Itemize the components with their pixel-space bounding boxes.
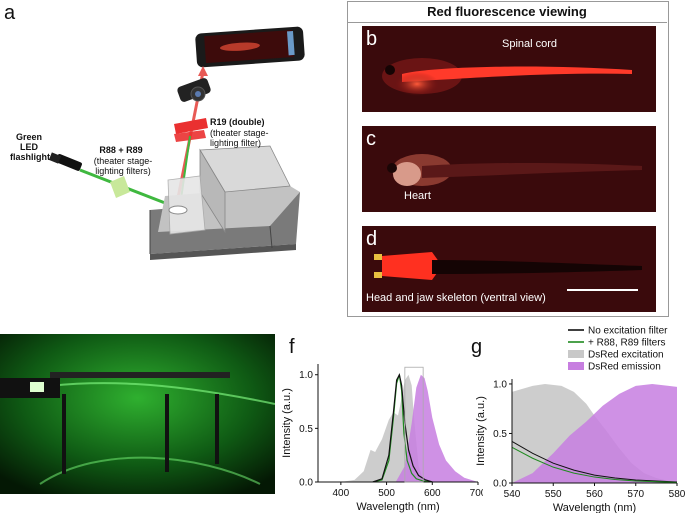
- y-tick-label: 1.0: [299, 370, 313, 381]
- y-axis-label: Intensity (a.u.): [475, 396, 487, 466]
- series-line-4: [512, 446, 677, 483]
- x-tick-label: 550: [545, 489, 562, 500]
- legend-label: No excitation filter: [588, 326, 668, 337]
- fish-image-b: b Spinal cord: [362, 26, 656, 112]
- x-tick-label: 500: [378, 488, 395, 499]
- y-tick-label: 0.5: [299, 424, 313, 435]
- fish-image-c: c Heart: [362, 126, 656, 212]
- x-tick-label: 600: [424, 488, 441, 499]
- smartphone-icon: [195, 26, 305, 68]
- excitation-beam: [79, 168, 179, 210]
- flashlight-icon: [48, 152, 82, 171]
- legend-swatch: [568, 350, 584, 358]
- x-tick-label: 400: [333, 488, 350, 499]
- panel-letter-d: d: [366, 228, 378, 250]
- filter2-desc: (theater stage-lighting filter): [210, 128, 269, 148]
- x-axis-label: Wavelength (nm): [356, 501, 439, 513]
- series-line-4: [372, 372, 433, 482]
- y-tick-label: 1.0: [493, 379, 507, 390]
- setup-schematic: [48, 26, 305, 260]
- x-tick-label: 700: [470, 488, 483, 499]
- legend-label: DsRed emission: [588, 362, 661, 373]
- caption-head-jaw: Head and jaw skeleton (ventral view): [366, 292, 546, 304]
- y-tick-label: 0.0: [299, 478, 313, 489]
- chart-f: 400 500 600 700 0.0 0.5 1.0 Wavelength (nm) Inte…: [281, 364, 483, 513]
- caption-heart: Heart: [404, 190, 431, 202]
- panel-letter-a: a: [4, 2, 16, 24]
- x-tick-label: 570: [627, 489, 644, 500]
- legend-swatch: [568, 362, 584, 370]
- x-axis-label: Wavelength (nm): [553, 502, 636, 513]
- r88-r89-filter: [110, 176, 130, 198]
- zoom-box: [404, 366, 424, 483]
- flashlight-label: Green LED flashlight: [10, 132, 50, 162]
- panel-letter-f: f: [289, 336, 295, 358]
- series-area-1: [318, 374, 428, 482]
- x-tick-label: 580: [669, 489, 685, 500]
- panel-letter-b: b: [366, 28, 378, 50]
- microscope-stage: [149, 145, 300, 260]
- x-tick-label: 560: [586, 489, 603, 500]
- chart-g: 540 550 560 570 580 0.0 0.5 1.0 Wavelength (nm) I…: [475, 326, 685, 513]
- caption-spinal-cord: Spinal cord: [502, 38, 558, 50]
- legend-label: DsRed excitation: [588, 350, 664, 361]
- y-tick-label: 0.0: [493, 479, 507, 490]
- lens-clip-icon: [177, 78, 211, 102]
- panel-letter-g: g: [471, 336, 483, 358]
- fish-image-d: d Head and jaw skeleton (ventral view): [362, 226, 656, 312]
- viewing-frame: [347, 1, 669, 317]
- series-area-2: [395, 374, 478, 482]
- legend-label: + R88, R89 filters: [588, 338, 666, 349]
- y-tick-label: 0.5: [493, 429, 507, 440]
- panel-letter-c: c: [366, 128, 376, 150]
- setup-photo: [0, 334, 275, 494]
- r19-filter: [174, 118, 208, 134]
- series-line-3: [512, 440, 677, 483]
- y-axis-label: Intensity (a.u.): [281, 388, 293, 458]
- x-tick-label: 540: [504, 489, 521, 500]
- filter1-name: R88 + R89: [99, 145, 143, 155]
- viewing-title: Red fluorescence viewing: [347, 4, 667, 23]
- series-area-2: [512, 383, 677, 483]
- filter2-name: R19 (double): [210, 117, 265, 127]
- filter1-desc: (theater stage-lighting filters): [93, 156, 153, 176]
